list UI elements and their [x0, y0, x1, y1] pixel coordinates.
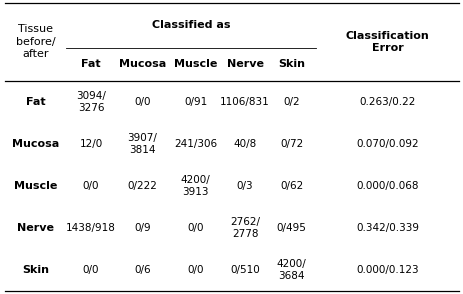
Text: Fat: Fat	[25, 97, 45, 107]
Text: 0/9: 0/9	[134, 223, 150, 233]
Text: 0/3: 0/3	[237, 181, 253, 191]
Text: 1438/918: 1438/918	[66, 223, 116, 233]
Text: Nerve: Nerve	[226, 59, 263, 69]
Text: 0/72: 0/72	[280, 139, 303, 149]
Text: 0/495: 0/495	[276, 223, 306, 233]
Text: 12/0: 12/0	[79, 139, 102, 149]
Text: 0/62: 0/62	[280, 181, 303, 191]
Text: 3907/
3814: 3907/ 3814	[127, 133, 157, 155]
Text: 4200/
3684: 4200/ 3684	[276, 259, 306, 281]
Text: 0.000/0.068: 0.000/0.068	[356, 181, 418, 191]
Text: Skin: Skin	[22, 265, 49, 275]
Text: Nerve: Nerve	[17, 223, 54, 233]
Text: 0/91: 0/91	[184, 97, 207, 107]
Text: 0/0: 0/0	[134, 97, 150, 107]
Text: 40/8: 40/8	[233, 139, 256, 149]
Text: Muscle: Muscle	[13, 181, 57, 191]
Text: Skin: Skin	[278, 59, 305, 69]
Text: Tissue
before/
after: Tissue before/ after	[15, 24, 55, 59]
Text: Classified as: Classified as	[151, 20, 230, 30]
Text: 0/0: 0/0	[82, 265, 99, 275]
Text: Muscle: Muscle	[174, 59, 217, 69]
Text: 0/6: 0/6	[134, 265, 150, 275]
Text: 1106/831: 1106/831	[220, 97, 269, 107]
Text: 0.263/0.22: 0.263/0.22	[359, 97, 415, 107]
Text: 2762/
2778: 2762/ 2778	[230, 217, 260, 239]
Text: Mucosa: Mucosa	[12, 139, 59, 149]
Text: 0/222: 0/222	[127, 181, 157, 191]
Text: 0/510: 0/510	[230, 265, 259, 275]
Text: Mucosa: Mucosa	[119, 59, 165, 69]
Text: 0/2: 0/2	[283, 97, 300, 107]
Text: 0/0: 0/0	[187, 265, 203, 275]
Text: 0/0: 0/0	[82, 181, 99, 191]
Text: 0.070/0.092: 0.070/0.092	[356, 139, 418, 149]
Text: Classification
Error: Classification Error	[345, 31, 429, 53]
Text: 3094/
3276: 3094/ 3276	[76, 91, 106, 113]
Text: 241/306: 241/306	[174, 139, 217, 149]
Text: Fat: Fat	[81, 59, 100, 69]
Text: 0.342/0.339: 0.342/0.339	[356, 223, 419, 233]
Text: 0.000/0.123: 0.000/0.123	[356, 265, 418, 275]
Text: 0/0: 0/0	[187, 223, 203, 233]
Text: 4200/
3913: 4200/ 3913	[181, 175, 210, 197]
